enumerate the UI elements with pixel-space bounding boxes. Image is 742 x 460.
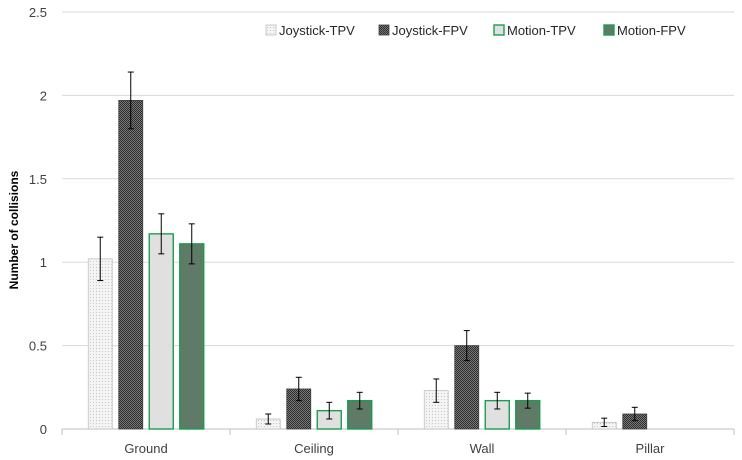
bar-motion-fpv — [179, 243, 205, 430]
legend-label: Joystick-TPV — [279, 23, 355, 38]
legend-swatch — [265, 24, 277, 36]
x-tick-label: Wall — [470, 441, 495, 456]
bar-joystick-fpv — [118, 100, 144, 430]
bars — [87, 100, 648, 430]
legend-label: Motion-TPV — [507, 23, 576, 38]
legend: Joystick-TPV Joystick-FPV Motion-TPV Motion… — [265, 23, 686, 38]
legend-swatch — [603, 24, 615, 36]
x-tick-label: Ceiling — [294, 441, 334, 456]
legend-label: Motion-FPV — [617, 23, 686, 38]
y-tick-label: 0.5 — [29, 339, 47, 354]
gridlines — [62, 11, 734, 347]
y-tick-label: 2.5 — [29, 5, 47, 20]
y-axis-label: Number of collisions — [7, 170, 21, 289]
y-tick-label: 2 — [40, 88, 47, 103]
x-axis: Ground Ceiling Wall Pillar — [61, 428, 735, 456]
y-tick-label: 1.5 — [29, 172, 47, 187]
x-tick-label: Pillar — [636, 441, 666, 456]
legend-label: Joystick-FPV — [392, 23, 468, 38]
y-tick-label: 0 — [40, 422, 47, 437]
bar-joystick-tpv — [87, 258, 113, 430]
y-axis-ticks: 0 0.5 1 1.5 2 2.5 — [29, 5, 47, 437]
bar-motion-tpv — [484, 399, 510, 430]
y-tick-label: 1 — [40, 255, 47, 270]
bar-motion-tpv — [148, 233, 174, 430]
x-tick-label: Ground — [124, 441, 167, 456]
error-bars — [97, 71, 638, 427]
legend-swatch — [378, 24, 390, 36]
legend-swatch — [493, 24, 505, 36]
